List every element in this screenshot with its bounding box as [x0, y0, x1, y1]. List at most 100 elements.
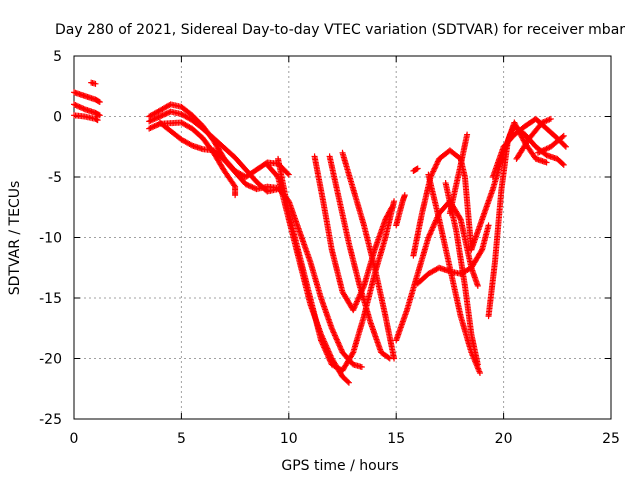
series-3: [71, 112, 101, 124]
x-tick-label: 10: [280, 431, 298, 447]
data-point: [429, 169, 436, 176]
data-point: [434, 158, 441, 165]
data-point: [560, 132, 567, 139]
data-point: [154, 121, 161, 128]
data-point: [156, 113, 163, 120]
data-point: [474, 361, 481, 368]
y-tick-label: 0: [53, 110, 62, 126]
series-11: [311, 153, 395, 314]
y-tick-label: -25: [39, 412, 62, 428]
data-point: [245, 182, 252, 189]
data-point: [151, 115, 158, 122]
data-point: [152, 115, 159, 122]
series-1: [71, 89, 103, 105]
data-point: [77, 104, 84, 111]
data-point: [148, 117, 155, 124]
data-point: [92, 80, 99, 87]
data-point: [155, 121, 162, 128]
data-point: [242, 181, 249, 188]
data-point: [152, 122, 159, 129]
data-point: [244, 181, 251, 188]
data-point: [73, 102, 80, 109]
data-point: [232, 192, 239, 199]
data-point: [430, 167, 437, 174]
series-19: [425, 171, 483, 377]
x-tick-label: 0: [70, 431, 79, 447]
data-point: [388, 204, 395, 211]
data-point: [250, 184, 257, 191]
series-21: [446, 131, 471, 217]
series-17: [393, 192, 408, 229]
data-point: [344, 378, 351, 385]
data-point: [231, 182, 238, 189]
data-point: [159, 112, 166, 119]
data-point: [414, 165, 421, 172]
data-point: [559, 160, 566, 167]
data-point: [388, 205, 395, 212]
data-point: [79, 105, 86, 112]
data-point: [93, 116, 100, 123]
y-axis-label: SDTVAR / TECUs: [7, 181, 23, 296]
data-point: [561, 142, 568, 149]
series-2: [71, 101, 103, 119]
data-point: [434, 160, 441, 167]
x-tick-label: 20: [495, 431, 513, 447]
series-14: [393, 198, 481, 344]
x-axis-label: GPS time / hours: [281, 458, 398, 474]
data-point: [358, 363, 365, 370]
data-point: [96, 98, 103, 105]
data-point: [285, 171, 292, 178]
x-tick-label: 15: [387, 431, 405, 447]
data-point: [76, 103, 83, 110]
data-point: [148, 124, 155, 131]
data-point: [391, 198, 398, 205]
data-point: [474, 282, 481, 289]
data-point: [248, 183, 255, 190]
data-point: [154, 114, 161, 121]
data-point: [163, 110, 170, 117]
series-23: [485, 119, 550, 320]
series-26: [534, 132, 567, 156]
y-tick-label: 5: [53, 49, 62, 65]
data-point: [432, 162, 439, 169]
data-point: [560, 161, 567, 168]
data-point: [187, 141, 194, 148]
data-point: [431, 165, 438, 172]
chart-title: Day 280 of 2021, Sidereal Day-to-day VTE…: [55, 22, 625, 38]
series-16: [410, 165, 421, 174]
y-tick-label: -15: [39, 291, 62, 307]
data-point: [547, 115, 554, 122]
series-4: [88, 79, 99, 87]
data-point: [430, 168, 437, 175]
x-tick-label: 5: [177, 431, 186, 447]
data-point: [158, 112, 165, 119]
data-point: [94, 117, 101, 124]
data-point: [95, 111, 102, 118]
data-point: [95, 98, 102, 105]
data-point: [80, 105, 87, 112]
data-point: [413, 166, 420, 173]
series-25: [513, 115, 554, 162]
data-point: [485, 222, 492, 229]
data-point: [562, 143, 569, 150]
series-8: [146, 119, 239, 199]
y-tick-label: -10: [39, 231, 62, 247]
data-point: [391, 355, 398, 362]
data-point: [284, 170, 291, 177]
data-point: [150, 116, 157, 123]
data-point: [559, 133, 566, 140]
y-tick-label: -5: [48, 170, 62, 186]
data-point: [155, 114, 162, 121]
data-point: [401, 192, 408, 199]
data-point: [75, 103, 82, 110]
data-point: [164, 109, 171, 116]
data-point: [349, 350, 356, 357]
data-points: [71, 79, 569, 386]
data-point: [72, 102, 79, 109]
data-point: [476, 370, 483, 377]
data-point: [385, 354, 392, 361]
data-point: [464, 131, 471, 138]
data-point: [150, 123, 157, 130]
